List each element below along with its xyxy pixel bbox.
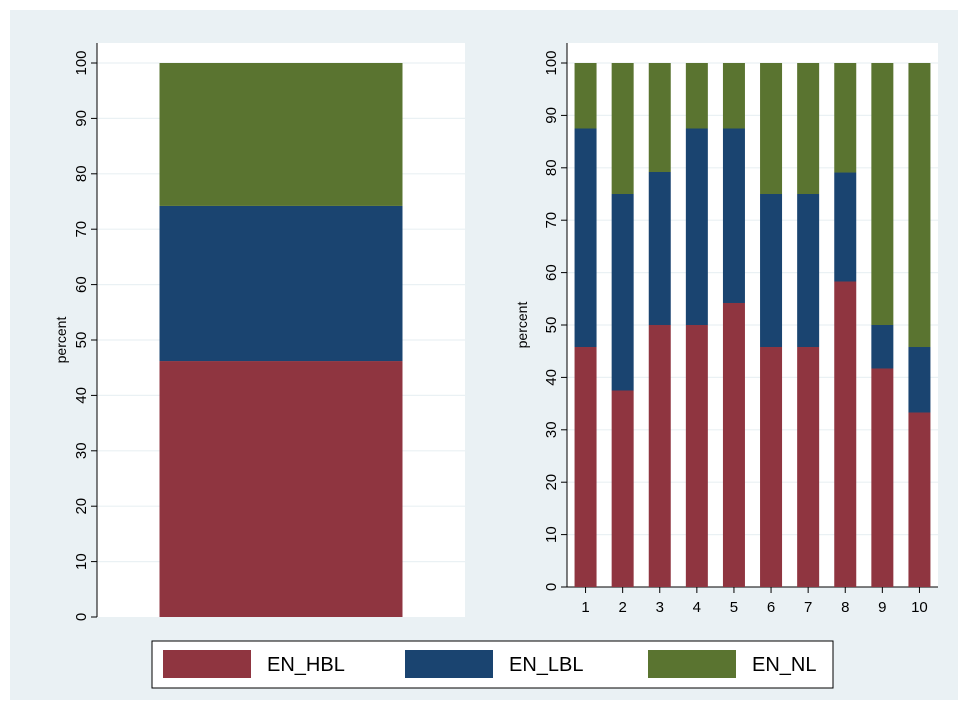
chart-panel-2: 0 10 20 30 40 50 60 70 80 90 100 percent 1 2 3 4 5 6 7 8 9 10 [514,43,938,616]
y-tick-label: 0 [73,613,90,621]
chart-panels: 0102030405060708090100percent01020304050… [53,43,938,621]
bar-en-lbl [159,205,403,362]
legend: EN_HBL EN_LBL EN_NL [151,640,834,689]
legend-swatch-en-nl [648,650,736,678]
chart-panel-1: 0 10 20 30 40 50 60 70 80 90 100 percent [53,43,465,621]
bar-en-lbl [797,194,820,348]
bar-en-nl [834,63,857,173]
bar-en-lbl [574,128,597,348]
bar-en-nl [685,63,708,129]
bar-en-hbl [760,347,783,587]
y-tick-label: 10 [73,553,90,570]
bar-en-hbl [834,281,857,587]
bar-en-hbl [648,325,671,587]
bar-en-lbl [760,194,783,348]
x-tick-label: 7 [804,599,812,616]
bar-en-lbl [611,194,634,391]
bar-en-nl [871,63,894,325]
y-tick-label: 100 [543,50,560,75]
bar-en-hbl [908,412,931,587]
y-axis-title: percent [53,317,69,364]
bar-en-hbl [159,361,403,617]
y-tick-label: 30 [543,421,560,438]
y-axis-title: percent [514,302,530,349]
bar-en-lbl [685,128,708,325]
y-tick-label: 60 [73,276,90,293]
x-tick-label: 6 [767,599,775,616]
legend-swatch-en-hbl [163,650,251,678]
y-tick-label: 100 [73,50,90,75]
y-tick-label: 70 [543,212,560,229]
x-tick-label: 8 [841,599,849,616]
y-tick-label: 70 [73,221,90,238]
legend-label: EN_LBL [509,654,584,676]
y-tick-label: 0 [543,583,560,591]
bar-en-nl [722,63,745,129]
y-tick-label: 80 [73,165,90,182]
x-tick-label: 10 [911,599,928,616]
y-tick-label: 90 [543,107,560,124]
x-tick-label: 3 [656,599,664,616]
legend-swatch-en-lbl [405,650,493,678]
y-tick-label: 90 [73,110,90,127]
bar-en-nl [159,63,403,206]
bar-en-nl [760,63,783,194]
bar-en-lbl [871,325,894,369]
x-tick-label: 4 [693,599,701,616]
y-tick-label: 50 [73,332,90,349]
y-tick-label: 20 [73,498,90,515]
bar-en-lbl [648,171,671,325]
bar-en-hbl [611,390,634,587]
bar-en-nl [908,63,931,348]
bar-en-nl [574,63,597,129]
legend-label: EN_NL [752,654,816,676]
x-tick-label: 1 [581,599,589,616]
bar-en-hbl [871,368,894,587]
bar-en-lbl [722,128,745,303]
bar-en-nl [648,63,671,172]
bar-en-hbl [722,302,745,587]
x-tick-label: 2 [618,599,626,616]
y-tick-label: 40 [73,387,90,404]
bar-en-hbl [797,347,820,587]
y-tick-label: 80 [543,159,560,176]
y-tick-label: 50 [543,317,560,334]
bar-en-lbl [834,172,857,282]
y-tick-label: 10 [543,526,560,543]
y-tick-label: 60 [543,264,560,281]
y-tick-label: 20 [543,474,560,491]
y-tick-label: 30 [73,442,90,459]
y-tick-label: 40 [543,369,560,386]
x-tick-label: 9 [878,599,886,616]
bar-en-lbl [908,347,931,413]
x-tick-label: 5 [730,599,738,616]
bar-en-nl [797,63,820,194]
legend-label: EN_HBL [267,654,345,676]
bar-en-nl [611,63,634,194]
bar-en-hbl [574,347,597,587]
bar-en-hbl [685,325,708,587]
